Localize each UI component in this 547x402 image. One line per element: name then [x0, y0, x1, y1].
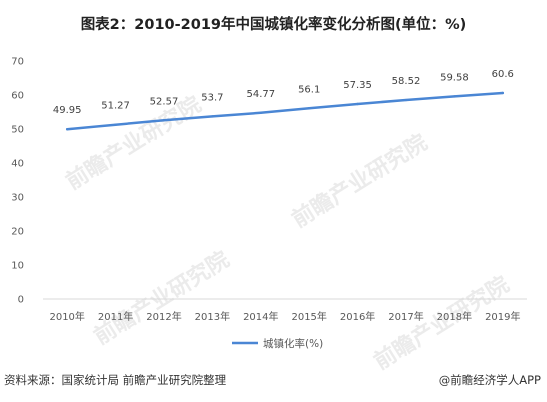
- data-point: [211, 115, 214, 118]
- watermark-group: 前瞻产业研究院 前瞻产业研究院 前瞻产业研究院 前瞻产业研究院: [61, 91, 513, 375]
- x-tick-label: 2012年: [146, 310, 181, 323]
- data-label: 54.77: [246, 89, 275, 100]
- x-tick-label: 2015年: [291, 310, 326, 323]
- data-label: 60.6: [492, 69, 514, 80]
- data-point: [259, 111, 262, 114]
- data-label: 58.52: [392, 76, 421, 87]
- data-point: [356, 102, 359, 106]
- x-axis: 2010年 2011年 2012年 2013年 2014年 2015年 2016年 2017年…: [49, 310, 520, 323]
- brand-credit: @前瞻经济学人APP: [438, 373, 541, 387]
- data-point: [162, 119, 166, 122]
- data-labels: 49.95 51.27 52.57 53.7 54.77 56.1 57.35 58.52 59…: [53, 69, 514, 116]
- data-point: [66, 127, 69, 131]
- data-point: [501, 91, 504, 95]
- x-tick-label: 2014年: [243, 310, 278, 323]
- footer: 资料来源：国家统计局 前瞻产业研究院整理 @前瞻经济学人APP: [0, 372, 547, 394]
- data-label: 52.57: [150, 96, 179, 107]
- source-note: 资料来源：国家统计局 前瞻产业研究院整理: [4, 373, 227, 387]
- data-label: 51.27: [101, 101, 130, 112]
- watermark: 前瞻产业研究院: [61, 91, 205, 195]
- watermark: 前瞻产业研究院: [287, 129, 431, 233]
- y-tick-label: 10: [11, 261, 24, 272]
- data-point: [404, 98, 408, 102]
- y-tick-label: 70: [11, 57, 24, 68]
- data-point: [453, 95, 456, 98]
- data-label: 53.7: [201, 92, 223, 103]
- y-tick-label: 50: [11, 125, 24, 136]
- data-label: 49.95: [53, 105, 82, 116]
- watermark: 前瞻产业研究院: [369, 271, 513, 375]
- chart-title: 图表2：2010-2019年中国城镇化率变化分析图(单位：%): [80, 17, 467, 33]
- y-axis: 0 10 20 30 40 50 60 70: [11, 57, 24, 306]
- data-label: 59.58: [440, 72, 469, 83]
- x-tick-label: 2013年: [195, 310, 230, 323]
- x-tick-label: 2011年: [98, 310, 133, 323]
- x-tick-label: 2010年: [49, 310, 84, 323]
- y-tick-label: 20: [11, 227, 24, 238]
- y-tick-label: 0: [18, 295, 24, 306]
- y-tick-label: 60: [11, 91, 24, 102]
- data-label: 56.1: [298, 84, 320, 95]
- data-label: 57.35: [343, 80, 372, 91]
- y-tick-label: 30: [11, 193, 24, 204]
- y-tick-label: 40: [11, 159, 24, 170]
- x-tick-label: 2017年: [388, 310, 423, 323]
- x-tick-label: 2016年: [340, 310, 375, 323]
- x-tick-label: 2019年: [485, 310, 520, 323]
- series-group: [65, 91, 505, 131]
- x-tick-label: 2018年: [437, 310, 472, 323]
- data-point: [114, 123, 117, 126]
- series-line: [65, 91, 505, 131]
- watermark: 前瞻产业研究院: [89, 246, 233, 350]
- data-point: [308, 107, 311, 110]
- legend: 城镇化率(%): [232, 337, 323, 350]
- legend-label: 城镇化率(%): [263, 337, 323, 350]
